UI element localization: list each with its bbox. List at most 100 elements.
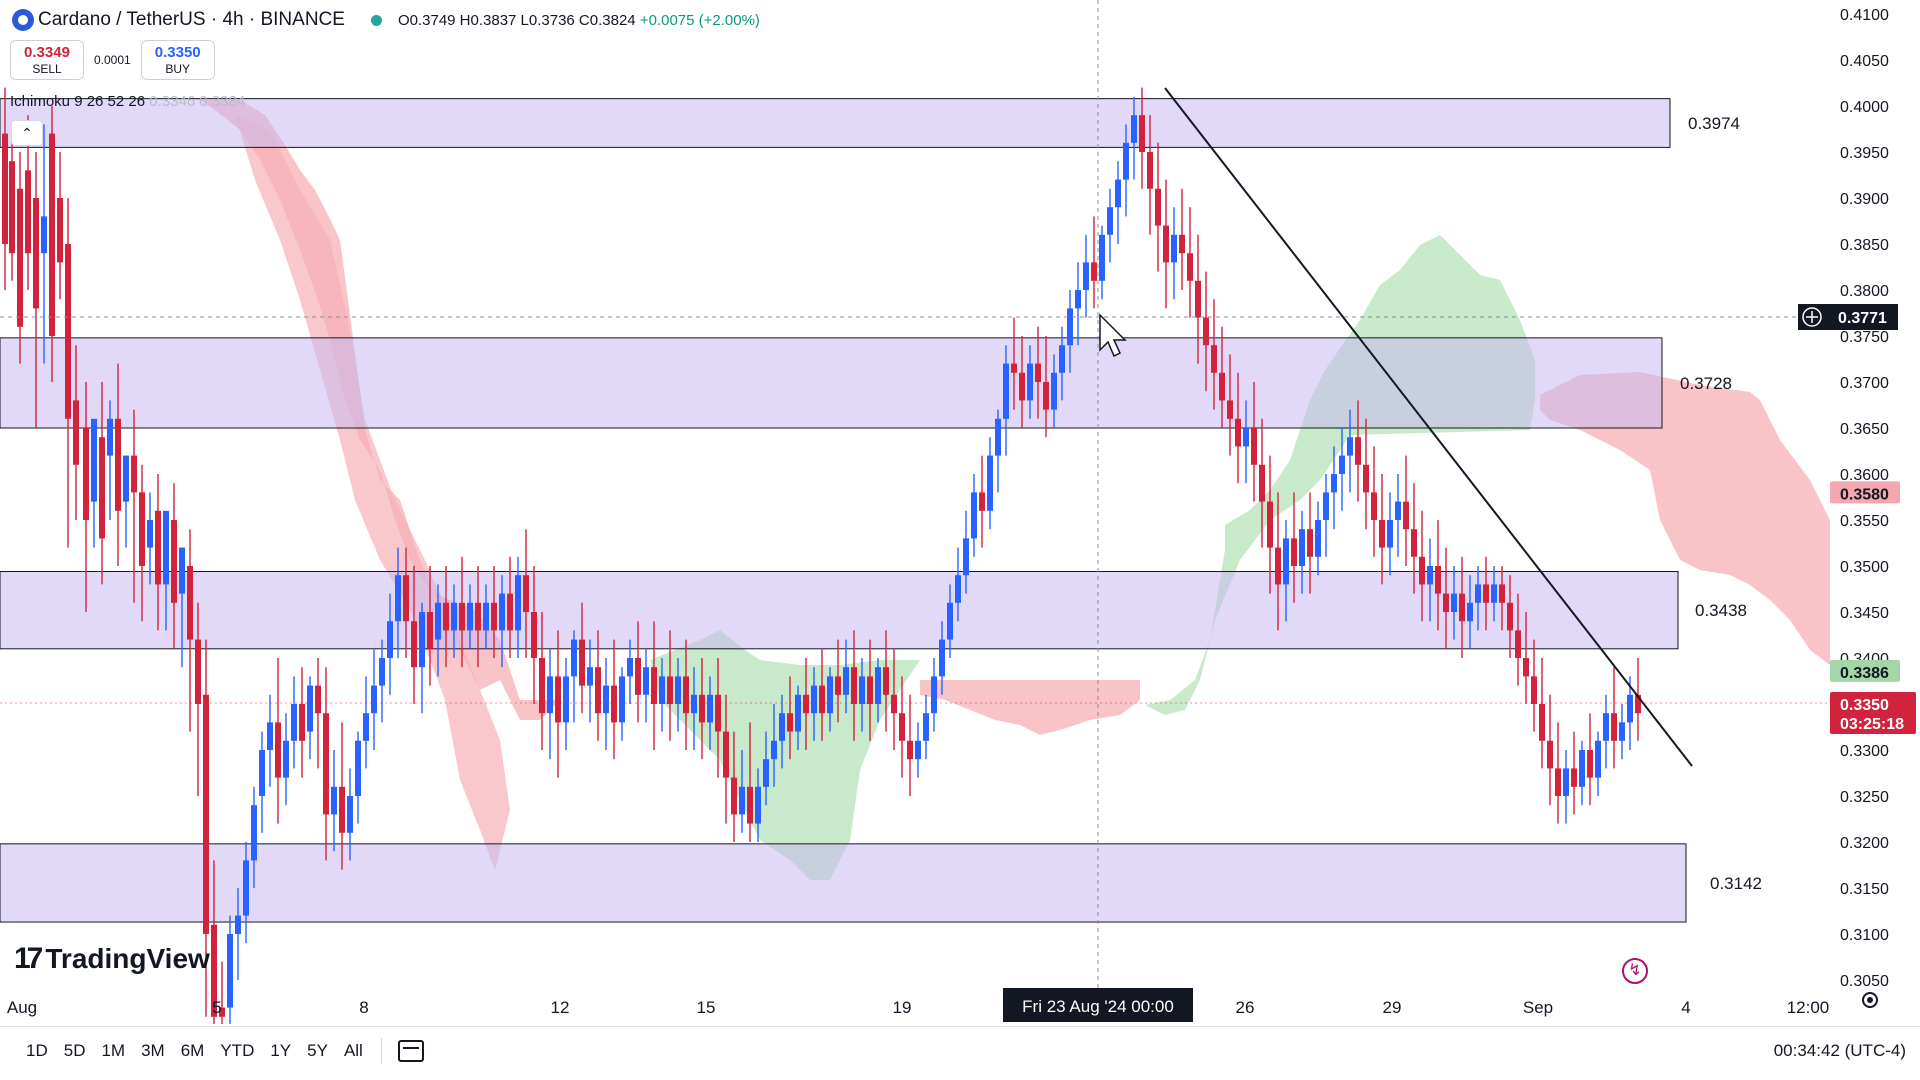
candle-body [619, 676, 625, 723]
settings-gear-icon[interactable] [1862, 992, 1878, 1008]
time-tick-label: 26 [1236, 998, 1255, 1017]
candle-body [659, 676, 665, 704]
crosshair-time-text: Fri 23 Aug '24 00:00 [1022, 997, 1174, 1016]
candle-body [435, 602, 441, 640]
tf-3m[interactable]: 3M [141, 1041, 165, 1060]
candle-body [1299, 529, 1305, 566]
current-price-badge-text: 0.3350 [1840, 697, 1889, 714]
candle-body [1067, 308, 1073, 346]
current-price-badge [1830, 692, 1916, 734]
candle-body [635, 658, 641, 695]
candle-body [979, 492, 985, 511]
candle-body [1531, 676, 1537, 704]
candle-body [1611, 713, 1617, 741]
tf-5y[interactable]: 5Y [307, 1041, 328, 1060]
candle-body [235, 915, 241, 934]
candle-body [33, 198, 39, 309]
candle-body [1403, 501, 1409, 530]
candle-body [515, 575, 521, 631]
candle-body [475, 602, 481, 631]
candle-body [491, 602, 497, 631]
candle-body [1283, 538, 1289, 585]
cursor-arrow-icon [1099, 313, 1127, 358]
candle-body [1219, 372, 1225, 401]
candle-body [115, 418, 121, 511]
candle-body [1131, 115, 1137, 143]
candle-body [1539, 704, 1545, 741]
ichimoku-legend[interactable]: Ichimoku 9 26 52 26 0.3346 0.3384 [10, 93, 245, 110]
candle-body [411, 621, 417, 668]
candle-body [643, 667, 649, 695]
candle-body [1371, 492, 1377, 520]
candle-body [243, 860, 249, 916]
candle-body [347, 796, 353, 833]
tf-6m[interactable]: 6M [180, 1041, 205, 1060]
crosshair-price-text: 0.3771 [1838, 310, 1887, 327]
candle-body [1291, 538, 1297, 566]
collapse-chevron-icon[interactable]: ⌃ [11, 120, 43, 146]
tf-ytd[interactable]: YTD [220, 1041, 255, 1060]
candle-body [315, 685, 321, 714]
buy-price: 0.3350 [154, 44, 201, 61]
price-badge-red-text: 0.3580 [1840, 486, 1889, 503]
tf-1d[interactable]: 1D [26, 1041, 48, 1060]
calendar-range-icon[interactable] [397, 1040, 424, 1062]
price-tick-label: 0.3100 [1840, 927, 1889, 944]
clock-timezone[interactable]: 00:34:42 (UTC-4) [1773, 1041, 1906, 1060]
price-badge-green-text: 0.3386 [1840, 665, 1889, 682]
candle-body [1003, 363, 1009, 419]
candle-body [1603, 713, 1609, 741]
candle-body [955, 575, 961, 603]
time-tick-label: 12 [551, 998, 570, 1017]
candle-body [915, 740, 921, 760]
candle-body [1195, 280, 1201, 318]
candle-body [1139, 115, 1145, 152]
symbol-header: Cardano / TetherUS · 4h · BINANCE O0.374… [0, 0, 760, 40]
candle-body [1579, 750, 1585, 787]
price-tick-label: 0.3300 [1840, 743, 1889, 760]
price-tick-label: 0.3800 [1840, 283, 1889, 300]
candle-body [875, 667, 881, 704]
timeframe-group: 1D 5D 1M 3M 6M YTD 1Y 5Y All [18, 1041, 371, 1061]
candle-body [1331, 474, 1337, 493]
candle-body [41, 216, 47, 254]
tf-1m[interactable]: 1M [101, 1041, 126, 1060]
price-chart[interactable]: 0.3974 0.3728 0.3438 0.3142 0.4100 0.4050 0.40… [0, 0, 1920, 1024]
toolbar-divider [380, 1038, 382, 1064]
time-tick-label: 29 [1383, 998, 1402, 1017]
candle-body [1163, 225, 1169, 263]
candle-body [131, 455, 137, 493]
lightning-icon[interactable]: ↯ [1622, 958, 1648, 984]
candle-body [811, 685, 817, 714]
candle-body [571, 639, 577, 677]
symbol-title[interactable]: Cardano / TetherUS · 4h · BINANCE [38, 9, 345, 30]
zone-label: 0.3974 [1688, 114, 1740, 133]
candle-body [1155, 188, 1161, 226]
candle-body [25, 170, 31, 254]
ichimoku-cloud-red-future [1540, 372, 1830, 665]
candle-body [1363, 464, 1369, 493]
candle-body [523, 575, 529, 612]
price-tick-label: 0.4000 [1840, 99, 1889, 116]
candle-body [467, 602, 473, 631]
crosshair-time-badge [1003, 988, 1193, 1022]
candle-body [363, 713, 369, 741]
candle-body [587, 667, 593, 686]
sell-price: 0.3349 [24, 44, 70, 61]
candle-body [1483, 584, 1489, 603]
tf-5d[interactable]: 5D [63, 1041, 86, 1060]
price-tick-label: 0.3250 [1840, 789, 1889, 806]
tf-1y[interactable]: 1Y [270, 1041, 292, 1060]
candle-body [1419, 556, 1425, 585]
sell-button[interactable]: 0.3349 SELL [10, 40, 84, 80]
candle-body [219, 1007, 225, 1017]
candle-body [403, 575, 409, 622]
price-tick-label: 0.3550 [1840, 513, 1889, 530]
status-dot-icon [370, 14, 382, 26]
tf-all[interactable]: All [343, 1041, 363, 1060]
candle-body [1099, 234, 1105, 281]
buy-button[interactable]: 0.3350 BUY [140, 40, 215, 80]
candle-body [667, 676, 673, 704]
candle-body [771, 740, 777, 760]
candle-body [1435, 566, 1441, 594]
